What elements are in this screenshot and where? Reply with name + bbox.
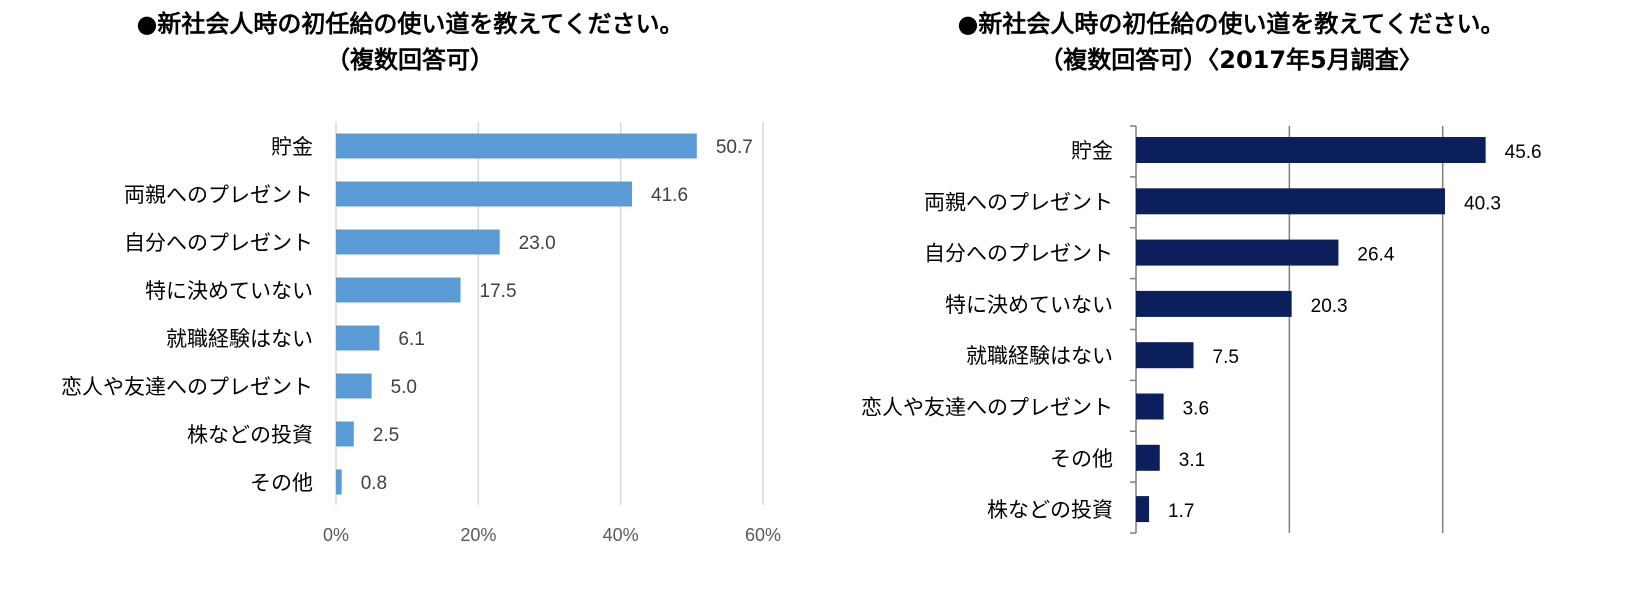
x-tick-label: 60%	[745, 525, 781, 545]
data-label: 40.3	[1464, 193, 1501, 214]
data-label: 1.7	[1168, 501, 1194, 522]
category-label: 株などの投資	[987, 498, 1113, 522]
bar	[1136, 444, 1160, 471]
category-label: 自分へのプレゼント	[124, 231, 313, 255]
data-label: 2.5	[373, 425, 399, 446]
bar	[336, 133, 697, 159]
data-label: 7.5	[1213, 347, 1239, 368]
bar	[336, 277, 461, 303]
data-label: 17.5	[480, 281, 517, 302]
x-tick-label: 20%	[460, 525, 496, 545]
chart-title-line2: （複数回答可）〈2017年5月調査〉	[1039, 46, 1423, 74]
bar	[1136, 188, 1445, 215]
bar	[336, 373, 372, 399]
data-label: 50.7	[716, 137, 753, 158]
bar	[336, 325, 380, 351]
chart-title-line1: ●新社会人時の初任給の使い道を教えてください。	[957, 10, 1505, 38]
bar	[1136, 290, 1292, 317]
chart-panel-left: ●新社会人時の初任給の使い道を教えてください。 （複数回答可） 0% 20% 40%…	[0, 0, 820, 594]
category-label: 恋人や友達へのプレゼント	[861, 396, 1113, 420]
category-label: 就職経験はない	[166, 327, 313, 351]
category-label: 特に決めていない	[145, 279, 313, 303]
category-label: 就職経験はない	[966, 344, 1113, 368]
chart-title-line1: ●新社会人時の初任給の使い道を教えてください。	[136, 10, 684, 38]
category-label: その他	[250, 471, 313, 495]
x-tick-label: 40%	[603, 525, 639, 545]
category-label: 貯金	[271, 135, 313, 159]
chart-title-line2: （複数回答可）	[326, 46, 494, 74]
data-label: 0.8	[361, 473, 387, 494]
bar	[1136, 393, 1164, 420]
data-label: 3.6	[1183, 399, 1209, 420]
category-label: 特に決めていない	[945, 293, 1113, 317]
chart-title: ●新社会人時の初任給の使い道を教えてください。 （複数回答可）〈2017年5月調…	[820, 6, 1642, 78]
data-label: 6.1	[398, 329, 424, 350]
bar	[1136, 342, 1194, 369]
category-label: 株などの投資	[187, 423, 313, 447]
chart-title: ●新社会人時の初任給の使い道を教えてください。 （複数回答可）	[0, 6, 820, 78]
bar	[1136, 239, 1339, 266]
category-label: 両親へのプレゼント	[924, 190, 1113, 214]
data-label: 23.0	[519, 233, 556, 254]
data-label: 45.6	[1505, 142, 1542, 163]
category-label: 恋人や友達へのプレゼント	[61, 375, 313, 399]
category-label: その他	[1050, 447, 1113, 471]
data-label: 5.0	[391, 377, 417, 398]
bar-chart-left: 0% 20% 40% 60% 貯金 50.7 両親へのプレゼント 41.6 自分へのプレゼント 2…	[61, 122, 781, 545]
data-label: 26.4	[1357, 245, 1394, 266]
bar	[336, 181, 633, 207]
category-label: 両親へのプレゼント	[124, 183, 313, 207]
data-label: 41.6	[651, 185, 688, 206]
bar-chart-right: 貯金 45.6 両親へのプレゼント 40.3 自分へのプレゼント 26.4 特に決めていない…	[861, 125, 1542, 534]
data-label: 20.3	[1311, 296, 1348, 317]
x-tick-label: 0%	[323, 525, 349, 545]
category-label: 自分へのプレゼント	[924, 242, 1113, 266]
bar	[336, 421, 354, 447]
chart-panel-right: ●新社会人時の初任給の使い道を教えてください。 （複数回答可）〈2017年5月調…	[820, 0, 1642, 594]
bar	[336, 229, 500, 255]
bar	[1136, 137, 1486, 163]
bar	[1136, 496, 1150, 523]
data-label: 3.1	[1179, 450, 1205, 471]
bar	[336, 469, 342, 495]
category-label: 貯金	[1071, 139, 1113, 163]
